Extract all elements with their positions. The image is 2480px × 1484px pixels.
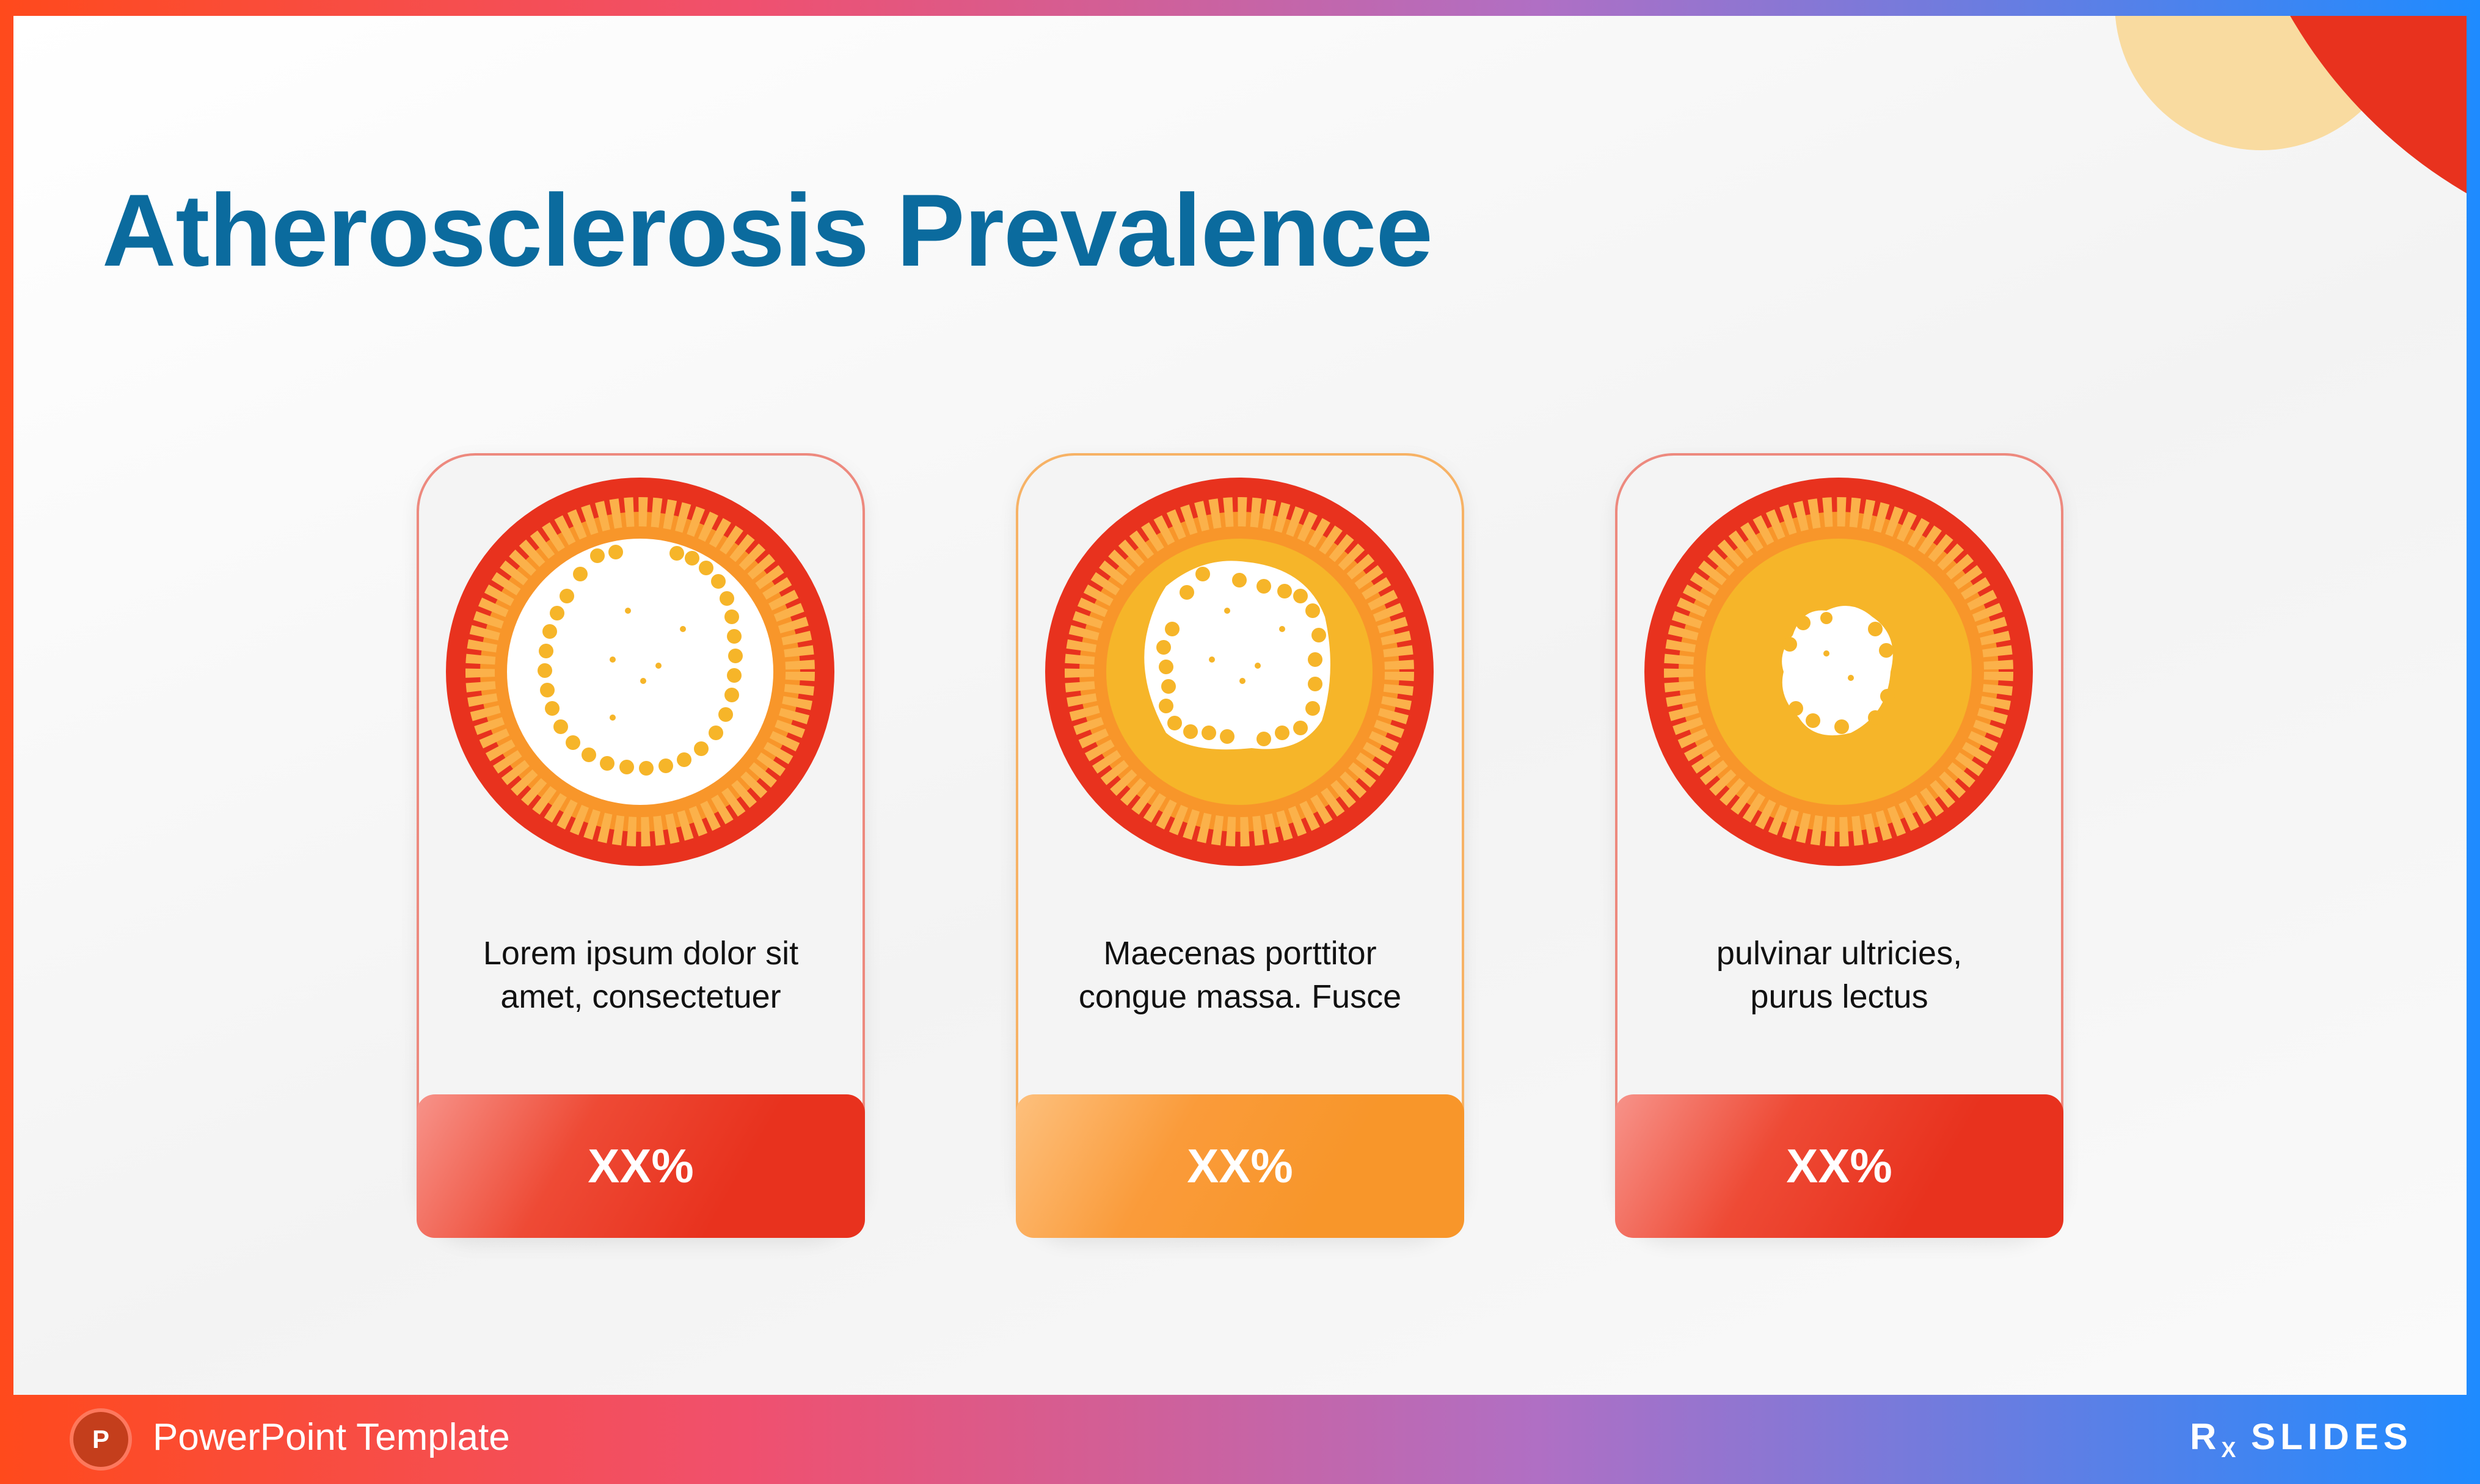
powerpoint-icon: P — [73, 1412, 128, 1467]
artery-cross-section-icon — [1045, 478, 1434, 866]
artery-cross-section-icon — [1644, 478, 2033, 866]
rx-slides-logo: RX SLIDES — [2190, 1416, 2413, 1462]
stat-card-2: Maecenas porttitor congue massa. Fusce X… — [1016, 453, 1464, 1238]
stat-value-badge: XX% — [1615, 1094, 2063, 1238]
card-description: Maecenas porttitor congue massa. Fusce — [1078, 935, 1402, 1015]
slide-canvas: Atherosclerosis Prevalence — [13, 16, 2467, 1395]
stat-value-badge: XX% — [1016, 1094, 1464, 1238]
stat-card-3: pulvinar ultricies, purus lectus XX% — [1615, 453, 2063, 1238]
slide-title: Atherosclerosis Prevalence — [102, 173, 1433, 288]
card-description: Lorem ipsum dolor sit amet, consectetuer — [483, 935, 799, 1015]
card-description: pulvinar ultricies, purus lectus — [1716, 935, 1963, 1015]
footer-label: PowerPoint Template — [153, 1416, 510, 1458]
stat-card-1: Lorem ipsum dolor sit amet, consectetuer… — [417, 453, 865, 1238]
artery-cross-section-icon — [446, 478, 834, 866]
stat-value-badge: XX% — [417, 1094, 865, 1238]
